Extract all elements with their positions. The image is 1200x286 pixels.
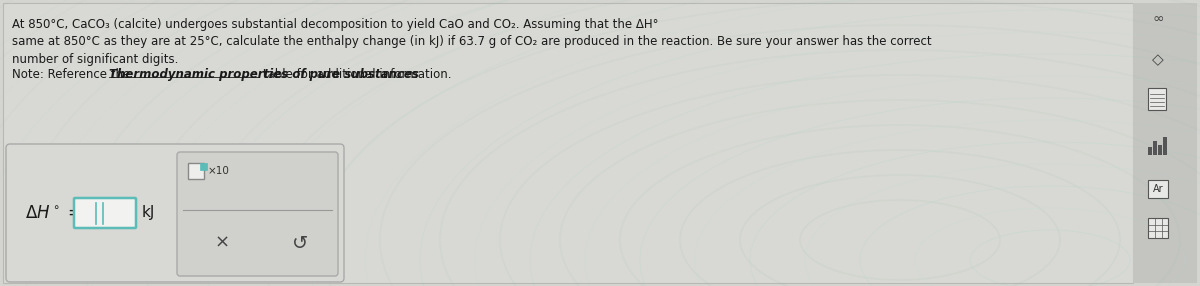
Text: ∞: ∞	[1152, 12, 1164, 26]
Bar	[1148, 147, 1152, 155]
Text: ↺: ↺	[292, 233, 308, 253]
Bar	[1158, 145, 1162, 155]
FancyBboxPatch shape	[74, 198, 136, 228]
Text: kJ: kJ	[142, 206, 155, 221]
Text: ◇: ◇	[1152, 52, 1164, 67]
Bar	[1148, 218, 1168, 238]
Text: Thermodynamic properties of pure substances: Thermodynamic properties of pure substan…	[109, 68, 419, 81]
Text: table for additional information.: table for additional information.	[259, 68, 451, 81]
Bar	[200, 163, 208, 170]
Text: number of significant digits.: number of significant digits.	[12, 53, 179, 66]
Bar	[1133, 3, 1198, 283]
Text: same at 850°C as they are at 25°C, calculate the enthalpy change (in kJ) if 63.7: same at 850°C as they are at 25°C, calcu…	[12, 35, 931, 48]
Text: ×: ×	[215, 234, 229, 252]
FancyBboxPatch shape	[6, 144, 344, 282]
Text: At 850°C, CaCO₃ (calcite) undergoes substantial decomposition to yield CaO and C: At 850°C, CaCO₃ (calcite) undergoes subs…	[12, 18, 659, 31]
FancyBboxPatch shape	[178, 152, 338, 276]
Bar	[1163, 137, 1166, 155]
Text: ×10: ×10	[208, 166, 230, 176]
Bar	[188, 163, 204, 179]
Text: $\Delta H^\circ$ =: $\Delta H^\circ$ =	[25, 204, 82, 222]
Bar	[1148, 88, 1166, 110]
Text: Note: Reference the: Note: Reference the	[12, 68, 134, 81]
Bar	[1153, 141, 1157, 155]
Text: Ar: Ar	[1153, 184, 1163, 194]
Bar	[1148, 180, 1168, 198]
